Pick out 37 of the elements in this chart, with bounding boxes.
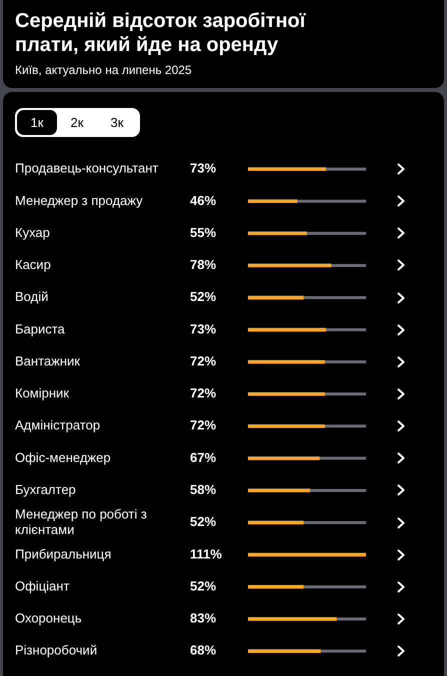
y-tick-label: Охоронець (15, 610, 82, 626)
data-label: 73% (190, 321, 216, 336)
y-tick-label: Офіціант (15, 578, 70, 594)
y-tick-label: Адміністратор (15, 418, 100, 433)
tab[interactable]: 1к (17, 110, 57, 135)
y-tick-label: Продавець-консультант (15, 160, 158, 176)
y-tick-label: Вантажник (15, 353, 80, 368)
data-label: 73% (190, 160, 216, 176)
data-label: 111% (190, 546, 222, 562)
data-label: 83% (190, 610, 216, 626)
tab[interactable]: 3к (97, 110, 137, 135)
data-label: 52% (190, 289, 216, 304)
y-tick-label: Офіс-менеджер (15, 450, 111, 465)
y-tick-label: Прибиральниця (15, 546, 112, 562)
text: Київ, актуально на липень 2025 (15, 63, 192, 77)
data-label: 72% (190, 386, 216, 401)
data-label: 72% (190, 418, 216, 433)
y-tick-label: Касир (15, 257, 51, 272)
y-tick-label: Кухар (15, 224, 50, 240)
y-tick-label: Різноробочий (15, 642, 98, 658)
data-label: 46% (190, 192, 216, 208)
tab[interactable]: 2к (57, 110, 97, 135)
y-tick-label: Бариста (15, 321, 66, 336)
y-tick-label: Менеджер по роботі з клієнтами (15, 506, 147, 537)
data-label: 67% (190, 450, 216, 465)
chart-title: Середній відсоток заробітної плати, який йде на оренду (15, 9, 307, 57)
data-label: 55% (190, 224, 216, 240)
data-label: 78% (190, 257, 216, 272)
data-label: 52% (190, 578, 216, 594)
y-tick-label: Бухгалтер (15, 482, 76, 498)
data-label: 68% (190, 642, 216, 658)
y-tick-label: Водій (15, 289, 48, 304)
y-tick-label: Комірник (15, 386, 70, 401)
data-label: 52% (190, 514, 216, 530)
data-label: 58% (190, 482, 216, 498)
data-label: 72% (190, 353, 216, 368)
y-tick-label: Менеджер з продажу (15, 192, 144, 208)
